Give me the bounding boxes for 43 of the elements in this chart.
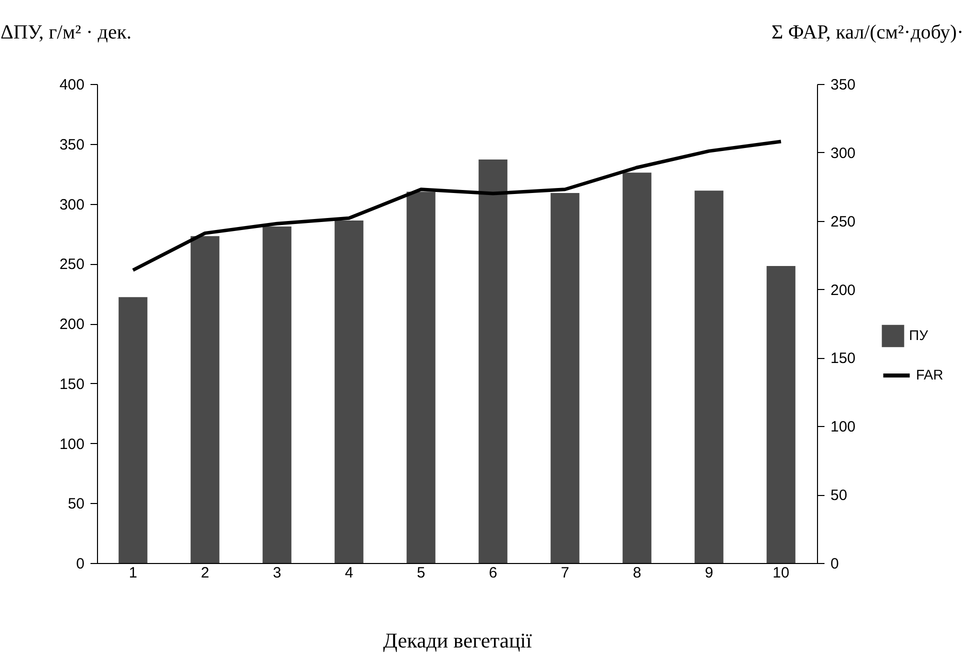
x-axis-title: Декади вегетації xyxy=(383,628,532,652)
bar xyxy=(190,236,220,563)
line-series xyxy=(131,140,783,272)
y2-tick-label: 250 xyxy=(830,213,856,230)
y2-tick-label: 300 xyxy=(830,144,856,162)
y2-tick-label: 150 xyxy=(830,350,856,368)
y-tick-label: 0 xyxy=(76,556,84,572)
bar xyxy=(766,266,796,563)
y-tick-label: 50 xyxy=(68,496,84,513)
y-tick-label: 150 xyxy=(59,376,84,393)
y2-axis-title: Σ ФАР, кал/(см²·добу)· xyxy=(771,22,964,44)
y-tick-label: 100 xyxy=(59,436,84,453)
bar xyxy=(478,159,508,563)
y-tick-label: 350 xyxy=(59,136,84,154)
bar xyxy=(694,190,724,563)
legend-label: ПУ xyxy=(909,327,928,343)
x-tick-label: 10 xyxy=(772,564,790,582)
y-tick-label: 250 xyxy=(59,256,84,274)
y2-tick-label: 50 xyxy=(830,487,848,504)
bar xyxy=(622,172,652,563)
bar xyxy=(406,192,436,563)
y-tick-label: 400 xyxy=(59,76,84,94)
x-tick-label: 7 xyxy=(560,564,570,582)
y2-tick-label: 350 xyxy=(830,76,856,94)
x-tick-label: 8 xyxy=(632,564,642,582)
x-tick-label: 5 xyxy=(416,564,426,582)
x-tick-label: 1 xyxy=(128,564,138,582)
x-tick-label: 2 xyxy=(200,564,210,582)
bar xyxy=(118,297,148,563)
y-axis-title: ΔПУ, г/м² · дек. xyxy=(0,22,132,44)
bar xyxy=(334,220,364,563)
x-tick-label: 6 xyxy=(488,564,498,582)
y2-tick-label: 0 xyxy=(830,556,839,572)
x-tick-label: 3 xyxy=(272,564,282,582)
x-tick-label: 9 xyxy=(704,564,714,582)
y-tick-label: 200 xyxy=(59,316,84,333)
y2-tick-label: 100 xyxy=(830,418,856,436)
x-tick-label: 4 xyxy=(344,564,354,582)
bar xyxy=(262,226,292,563)
y2-tick-label: 200 xyxy=(830,282,856,299)
bar xyxy=(550,192,580,563)
y-tick-label: 300 xyxy=(59,196,84,214)
legend-label: FAR xyxy=(916,366,944,382)
